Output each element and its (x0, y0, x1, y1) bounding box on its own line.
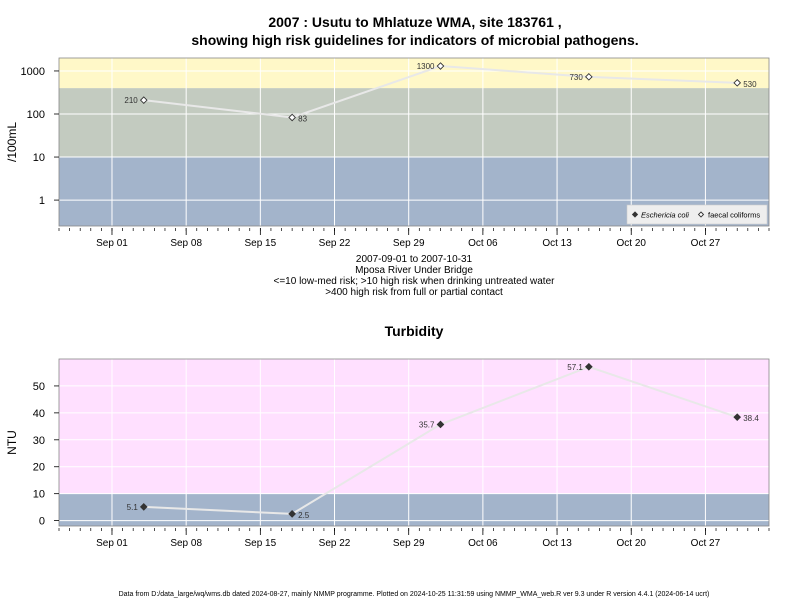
x-axis: Sep 01 Sep 08 Sep 15 Sep 22 Sep 29 Oct 06 Oct … (58, 528, 770, 549)
legend: Eschericia coli faecal coliforms (626, 204, 768, 225)
legend-label-faecal: faecal coliforms (708, 211, 760, 220)
data-point (436, 420, 445, 429)
legend-label-ecoli: Eschericia coli (641, 211, 689, 220)
x-tick-label: Sep 29 (393, 238, 425, 249)
subtitle-line-4: >400 high risk from full or partial cont… (325, 287, 503, 298)
subtitle-line-3: <=10 low-med risk; >10 high risk when dr… (274, 276, 556, 287)
risk-band-2 (59, 359, 769, 494)
x-tick-label: Oct 06 (468, 538, 498, 549)
data-label: 2.5 (298, 511, 310, 520)
y-tick-label: 1000 (21, 66, 45, 78)
y-tick-label: 100 (27, 109, 45, 121)
data-point (585, 362, 593, 371)
data-point (139, 96, 148, 104)
data-point (288, 113, 296, 122)
data-point (733, 78, 742, 87)
x-tick-label: Sep 01 (96, 238, 128, 249)
y-tick-label: 30 (33, 435, 45, 447)
plot-frame (58, 358, 770, 527)
chart-title-line2: showing high risk guidelines for indicat… (191, 32, 638, 48)
data-point (585, 73, 593, 81)
x-tick-label: Sep 29 (393, 538, 425, 549)
plot-frame (58, 57, 770, 227)
x-tick-label: Sep 08 (170, 538, 202, 549)
risk-band-2 (59, 88, 769, 158)
data-label: 35.7 (419, 420, 435, 429)
x-tick-label: Oct 27 (691, 538, 721, 549)
data-label: 38.4 (743, 414, 759, 423)
y-tick-label: 10 (33, 152, 45, 164)
x-tick-label: Sep 08 (170, 238, 202, 249)
turbidity-title: Turbidity (385, 323, 444, 339)
subtitle-line-2: Mposa River Under Bridge (355, 265, 473, 276)
x-tick-label: Oct 27 (691, 238, 721, 249)
x-tick-label: Oct 13 (542, 538, 572, 549)
x-tick-label: Sep 22 (319, 238, 351, 249)
data-label: 57.1 (567, 363, 583, 372)
y-tick-label: 40 (33, 408, 45, 420)
y-tick-label: 0 (39, 516, 45, 528)
y-tick-label: 1 (39, 195, 45, 207)
x-axis: Sep 01 Sep 08 Sep 15 Sep 22 Sep 29 Oct 06 Oct … (58, 228, 770, 249)
x-tick-label: Sep 15 (244, 538, 276, 549)
risk-band-3 (59, 58, 769, 89)
risk-band-1 (59, 493, 769, 526)
data-point (288, 510, 296, 518)
x-tick-label: Oct 13 (542, 238, 572, 249)
data-label: 730 (569, 73, 583, 82)
data-label: 1300 (417, 62, 435, 71)
legend-faecal-icon (697, 211, 705, 218)
data-label: 530 (743, 80, 757, 89)
footer-note: Data from D:/data_large/wq/wms.db dated … (119, 591, 710, 598)
x-tick-label: Oct 20 (617, 238, 647, 249)
x-tick-label: Oct 20 (617, 538, 647, 549)
legend-ecoli-icon (631, 211, 639, 218)
x-tick-label: Sep 15 (244, 238, 276, 249)
data-label: 5.1 (127, 503, 139, 512)
y-tick-label: 10 (33, 489, 45, 501)
microbial-panel: 1 10 100 1000/100mL Sep 01 Sep 08 Sep 15 Sep 22… (5, 57, 770, 249)
y-axis-label: /100mL (5, 122, 19, 162)
legend-box (626, 204, 768, 225)
y-tick-label: 20 (33, 462, 45, 474)
data-point (436, 62, 445, 70)
y-axis-label: NTU (5, 430, 19, 455)
x-tick-label: Oct 06 (468, 238, 498, 249)
x-tick-label: Sep 01 (96, 538, 128, 549)
x-tick-label: Sep 22 (319, 538, 351, 549)
data-point (733, 413, 742, 422)
subtitle-line-1: 2007-09-01 to 2007-10-31 (356, 254, 473, 265)
data-label: 83 (298, 114, 307, 123)
chart-title-line1: 2007 : Usutu to Mhlatuze WMA, site 18376… (268, 14, 561, 30)
data-label: 210 (124, 96, 138, 105)
data-point (139, 503, 148, 511)
y-tick-label: 50 (33, 381, 45, 393)
